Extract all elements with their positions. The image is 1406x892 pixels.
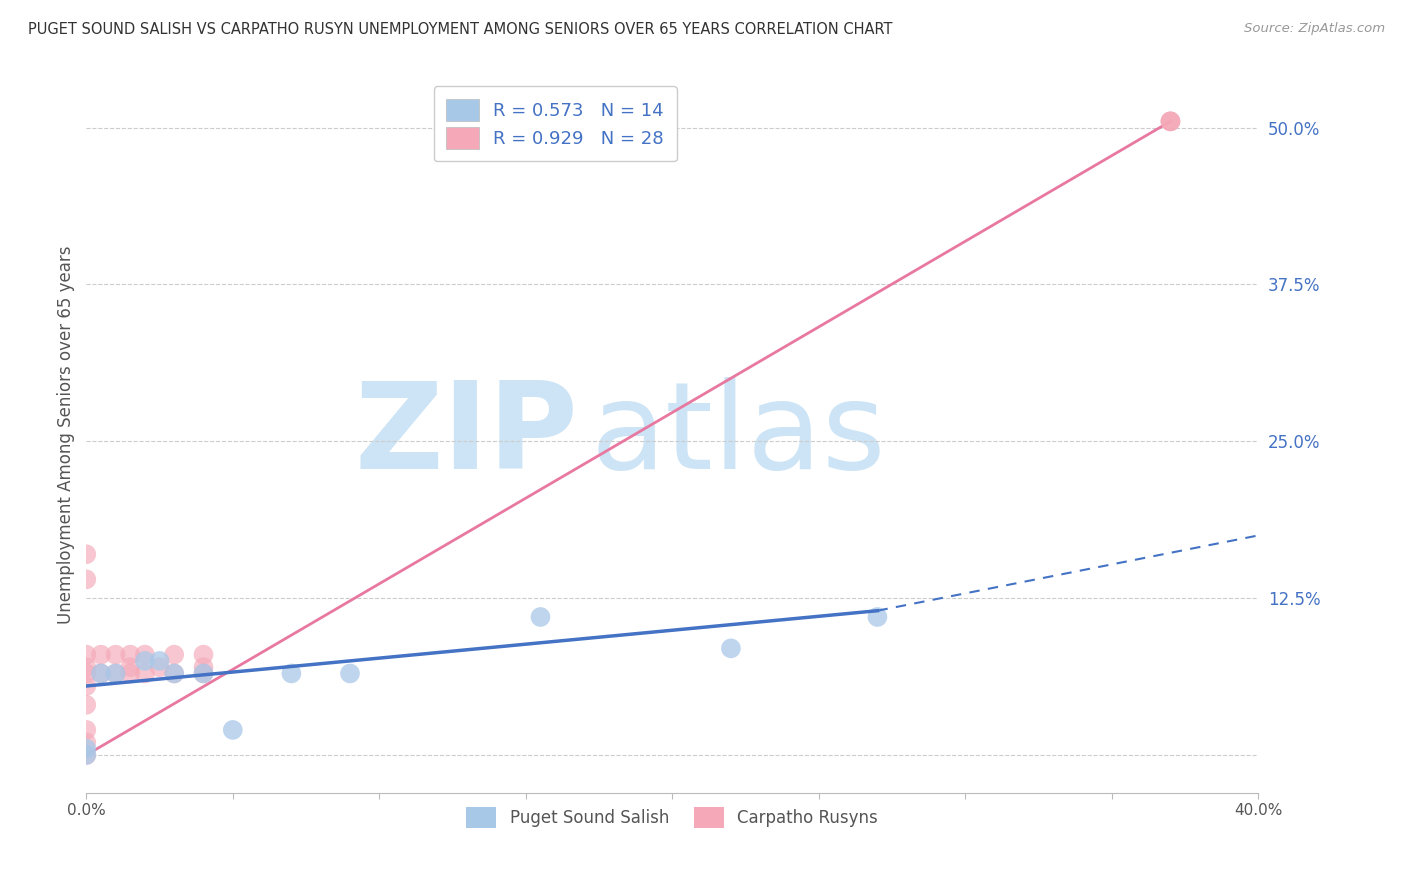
Point bbox=[75, 648, 97, 662]
Point bbox=[75, 735, 97, 749]
Legend: Puget Sound Salish, Carpatho Rusyns: Puget Sound Salish, Carpatho Rusyns bbox=[460, 801, 884, 834]
Point bbox=[104, 648, 127, 662]
Point bbox=[148, 660, 170, 674]
Point bbox=[193, 648, 215, 662]
Point bbox=[104, 666, 127, 681]
Point bbox=[75, 547, 97, 561]
Point bbox=[280, 666, 302, 681]
Point bbox=[75, 660, 97, 674]
Point bbox=[134, 666, 156, 681]
Text: Source: ZipAtlas.com: Source: ZipAtlas.com bbox=[1244, 22, 1385, 36]
Point bbox=[134, 648, 156, 662]
Point bbox=[163, 648, 186, 662]
Text: PUGET SOUND SALISH VS CARPATHO RUSYN UNEMPLOYMENT AMONG SENIORS OVER 65 YEARS CO: PUGET SOUND SALISH VS CARPATHO RUSYN UNE… bbox=[28, 22, 893, 37]
Point bbox=[75, 666, 97, 681]
Point bbox=[75, 723, 97, 737]
Point bbox=[90, 648, 112, 662]
Point bbox=[75, 747, 97, 762]
Point bbox=[120, 648, 142, 662]
Text: atlas: atlas bbox=[591, 376, 886, 493]
Point bbox=[75, 747, 97, 762]
Point bbox=[529, 610, 551, 624]
Point bbox=[120, 660, 142, 674]
Point bbox=[104, 666, 127, 681]
Point bbox=[339, 666, 361, 681]
Point bbox=[148, 654, 170, 668]
Point bbox=[163, 666, 186, 681]
Point bbox=[134, 654, 156, 668]
Point bbox=[1159, 114, 1181, 128]
Point bbox=[120, 666, 142, 681]
Point bbox=[720, 641, 742, 656]
Point bbox=[866, 610, 889, 624]
Point bbox=[1159, 114, 1181, 128]
Point bbox=[75, 679, 97, 693]
Point bbox=[193, 660, 215, 674]
Text: ZIP: ZIP bbox=[354, 376, 578, 493]
Point bbox=[75, 741, 97, 756]
Point bbox=[193, 666, 215, 681]
Point bbox=[75, 572, 97, 586]
Point bbox=[75, 698, 97, 712]
Y-axis label: Unemployment Among Seniors over 65 years: Unemployment Among Seniors over 65 years bbox=[58, 246, 75, 624]
Point bbox=[222, 723, 245, 737]
Point bbox=[1159, 114, 1181, 128]
Point bbox=[90, 666, 112, 681]
Point bbox=[193, 666, 215, 681]
Point bbox=[90, 666, 112, 681]
Point bbox=[163, 666, 186, 681]
